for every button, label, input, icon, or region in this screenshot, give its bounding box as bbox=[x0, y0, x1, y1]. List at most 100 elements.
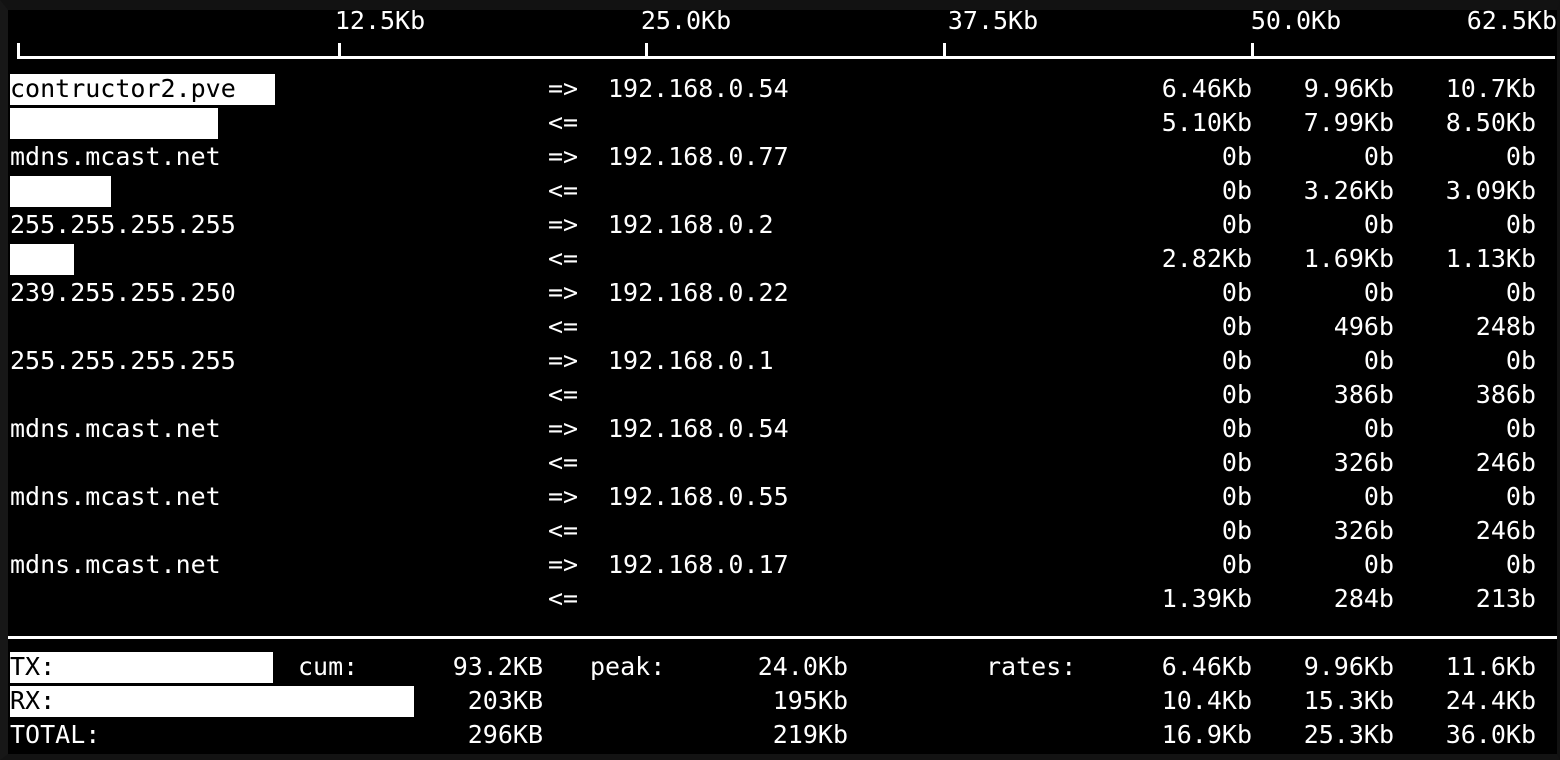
rate-10s: 326b bbox=[1333, 516, 1394, 545]
rate-40s: 246b bbox=[1475, 516, 1536, 545]
scale-label-62_5: 62.5Kb bbox=[1466, 6, 1557, 35]
connection-line[interactable]: mdns.mcast.net => 192.168.0.54 0b 0b 0b bbox=[8, 412, 1557, 446]
connection-line[interactable]: <= 0b 386b 386b bbox=[8, 378, 1557, 412]
direction-in-icon: <= bbox=[548, 380, 579, 409]
host-name: 239.255.255.250 bbox=[10, 278, 236, 307]
rate-40s: 213b bbox=[1475, 584, 1536, 613]
scale-label-50: 50.0Kb bbox=[1250, 6, 1342, 35]
peak-value: 195Kb bbox=[772, 686, 848, 715]
tx-bar bbox=[10, 74, 275, 105]
peer-address: 192.168.0.2 bbox=[608, 210, 774, 239]
peak-value: 24.0Kb bbox=[757, 652, 848, 681]
direction-out-icon: => bbox=[548, 142, 579, 171]
host-name: mdns.mcast.net bbox=[10, 482, 221, 511]
direction-in-icon: <= bbox=[548, 108, 579, 137]
scale-tick-37_5 bbox=[943, 43, 946, 57]
peer-address: 192.168.0.54 bbox=[608, 414, 789, 443]
rate-10s: 9.96Kb bbox=[1303, 74, 1394, 103]
rate-2s: 0b bbox=[1221, 210, 1252, 239]
peer-address: 192.168.0.1 bbox=[608, 346, 774, 375]
peer-address: 192.168.0.77 bbox=[608, 142, 789, 171]
rate-10s: 0b bbox=[1363, 142, 1394, 171]
scale-label-12_5: 12.5Kb bbox=[334, 6, 426, 35]
scale-tick-25 bbox=[645, 43, 648, 57]
scale-label-37_5: 37.5Kb bbox=[947, 6, 1039, 35]
connection-line[interactable]: <= 0b 326b 246b bbox=[8, 514, 1557, 548]
connection-line[interactable]: <= 1.39Kb 284b 213b bbox=[8, 582, 1557, 616]
summary-row: RX: 203KB 195Kb 10.4Kb 15.3Kb 24.4Kb bbox=[8, 684, 1557, 718]
peer-address: 192.168.0.54 bbox=[608, 74, 789, 103]
summary-bar bbox=[10, 686, 414, 717]
direction-out-icon: => bbox=[548, 550, 579, 579]
scale-tick-50 bbox=[1251, 43, 1254, 57]
rate-40s: 1.13Kb bbox=[1445, 244, 1536, 273]
connection-line[interactable]: 255.255.255.255 => 192.168.0.1 0b 0b 0b bbox=[8, 344, 1557, 378]
bandwidth-scale-header: 12.5Kb 25.0Kb 37.5Kb 50.0Kb 62.5Kb bbox=[8, 6, 1557, 70]
cumulative-value: 203KB bbox=[467, 686, 543, 715]
summary-rate-10s: 25.3Kb bbox=[1303, 720, 1394, 749]
connection-line[interactable]: <= 5.10Kb 7.99Kb 8.50Kb bbox=[8, 106, 1557, 140]
connection-line[interactable]: 255.255.255.255 => 192.168.0.2 0b 0b 0b bbox=[8, 208, 1557, 242]
summary-label: TX: bbox=[10, 652, 56, 681]
rx-bar bbox=[10, 176, 111, 207]
summary-rate-2s: 10.4Kb bbox=[1161, 686, 1252, 715]
summary-rate-10s: 9.96Kb bbox=[1303, 652, 1394, 681]
host-name: mdns.mcast.net bbox=[10, 550, 221, 579]
rate-40s: 248b bbox=[1475, 312, 1536, 341]
summary-rate-2s: 16.9Kb bbox=[1161, 720, 1252, 749]
direction-in-icon: <= bbox=[548, 516, 579, 545]
summary-footer: TX: cum: peak: rates: 93.2KB 24.0Kb 6.46Kb 9.96… bbox=[8, 650, 1557, 760]
rate-10s: 0b bbox=[1363, 414, 1394, 443]
rate-2s: 0b bbox=[1221, 414, 1252, 443]
scale-label-25: 25.0Kb bbox=[640, 6, 732, 35]
summary-label: TOTAL: bbox=[10, 720, 101, 749]
connection-line[interactable]: <= 2.82Kb 1.69Kb 1.13Kb bbox=[8, 242, 1557, 276]
rate-10s: 0b bbox=[1363, 346, 1394, 375]
rate-40s: 8.50Kb bbox=[1445, 108, 1536, 137]
summary-row: TOTAL: 296KB 219Kb 16.9Kb 25.3Kb 36.0Kb bbox=[8, 718, 1557, 752]
rate-2s: 5.10Kb bbox=[1161, 108, 1252, 137]
rate-10s: 496b bbox=[1333, 312, 1394, 341]
rate-10s: 0b bbox=[1363, 550, 1394, 579]
rx-bar bbox=[10, 108, 218, 139]
summary-row: TX: cum: peak: rates: 93.2KB 24.0Kb 6.46Kb 9.96… bbox=[8, 650, 1557, 684]
rate-10s: 3.26Kb bbox=[1303, 176, 1394, 205]
rate-2s: 0b bbox=[1221, 142, 1252, 171]
connection-line[interactable]: 239.255.255.250 => 192.168.0.22 0b 0b 0b bbox=[8, 276, 1557, 310]
connection-line[interactable]: mdns.mcast.net => 192.168.0.55 0b 0b 0b bbox=[8, 480, 1557, 514]
rate-40s: 3.09Kb bbox=[1445, 176, 1536, 205]
direction-in-icon: <= bbox=[548, 244, 579, 273]
rate-40s: 0b bbox=[1505, 210, 1536, 239]
connection-line[interactable]: mdns.mcast.net => 192.168.0.77 0b 0b 0b bbox=[8, 140, 1557, 174]
cumulative-value: 93.2KB bbox=[452, 652, 543, 681]
connection-line[interactable]: <= 0b 326b 246b bbox=[8, 446, 1557, 480]
rate-40s: 0b bbox=[1505, 346, 1536, 375]
connection-list[interactable]: contructor2.pve => 192.168.0.54 6.46Kb 9.96K… bbox=[8, 72, 1557, 630]
peak-value: 219Kb bbox=[772, 720, 848, 749]
peak-label: peak: bbox=[590, 652, 666, 681]
rate-2s: 0b bbox=[1221, 380, 1252, 409]
connection-line[interactable]: <= 0b 3.26Kb 3.09Kb bbox=[8, 174, 1557, 208]
summary-rate-40s: 11.6Kb bbox=[1445, 652, 1536, 681]
peer-address: 192.168.0.17 bbox=[608, 550, 789, 579]
direction-in-icon: <= bbox=[548, 312, 579, 341]
rx-bar bbox=[10, 244, 74, 275]
rate-2s: 0b bbox=[1221, 448, 1252, 477]
rate-40s: 10.7Kb bbox=[1445, 74, 1536, 103]
host-name: mdns.mcast.net bbox=[10, 142, 221, 171]
rate-10s: 326b bbox=[1333, 448, 1394, 477]
rate-10s: 284b bbox=[1333, 584, 1394, 613]
direction-out-icon: => bbox=[548, 278, 579, 307]
rate-2s: 0b bbox=[1221, 482, 1252, 511]
connection-line[interactable]: <= 0b 496b 248b bbox=[8, 310, 1557, 344]
rate-2s: 0b bbox=[1221, 516, 1252, 545]
rate-40s: 0b bbox=[1505, 482, 1536, 511]
summary-label: RX: bbox=[10, 686, 56, 715]
summary-rate-40s: 24.4Kb bbox=[1445, 686, 1536, 715]
direction-out-icon: => bbox=[548, 74, 579, 103]
connection-line[interactable]: contructor2.pve => 192.168.0.54 6.46Kb 9.96K… bbox=[8, 72, 1557, 106]
summary-rate-40s: 36.0Kb bbox=[1445, 720, 1536, 749]
connection-line[interactable]: mdns.mcast.net => 192.168.0.17 0b 0b 0b bbox=[8, 548, 1557, 582]
direction-out-icon: => bbox=[548, 210, 579, 239]
